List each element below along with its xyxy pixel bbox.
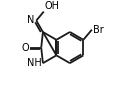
Text: NH: NH [27,58,42,68]
Text: OH: OH [45,1,60,11]
Text: O: O [21,43,29,53]
Text: N: N [27,15,35,25]
Text: Br: Br [93,25,103,35]
